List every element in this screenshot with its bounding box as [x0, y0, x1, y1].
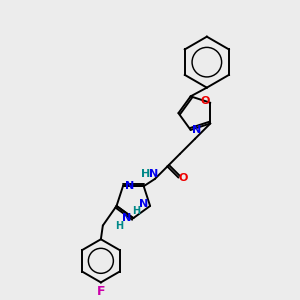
- Text: N: N: [122, 213, 131, 223]
- Text: H: H: [116, 221, 124, 231]
- Text: H: H: [132, 206, 140, 216]
- Text: O: O: [201, 96, 210, 106]
- Text: O: O: [179, 172, 188, 182]
- Text: F: F: [97, 285, 105, 298]
- Text: H: H: [141, 169, 151, 179]
- Text: N: N: [192, 125, 201, 135]
- Text: N: N: [125, 181, 134, 191]
- Text: N: N: [149, 169, 158, 179]
- Text: N: N: [139, 199, 148, 209]
